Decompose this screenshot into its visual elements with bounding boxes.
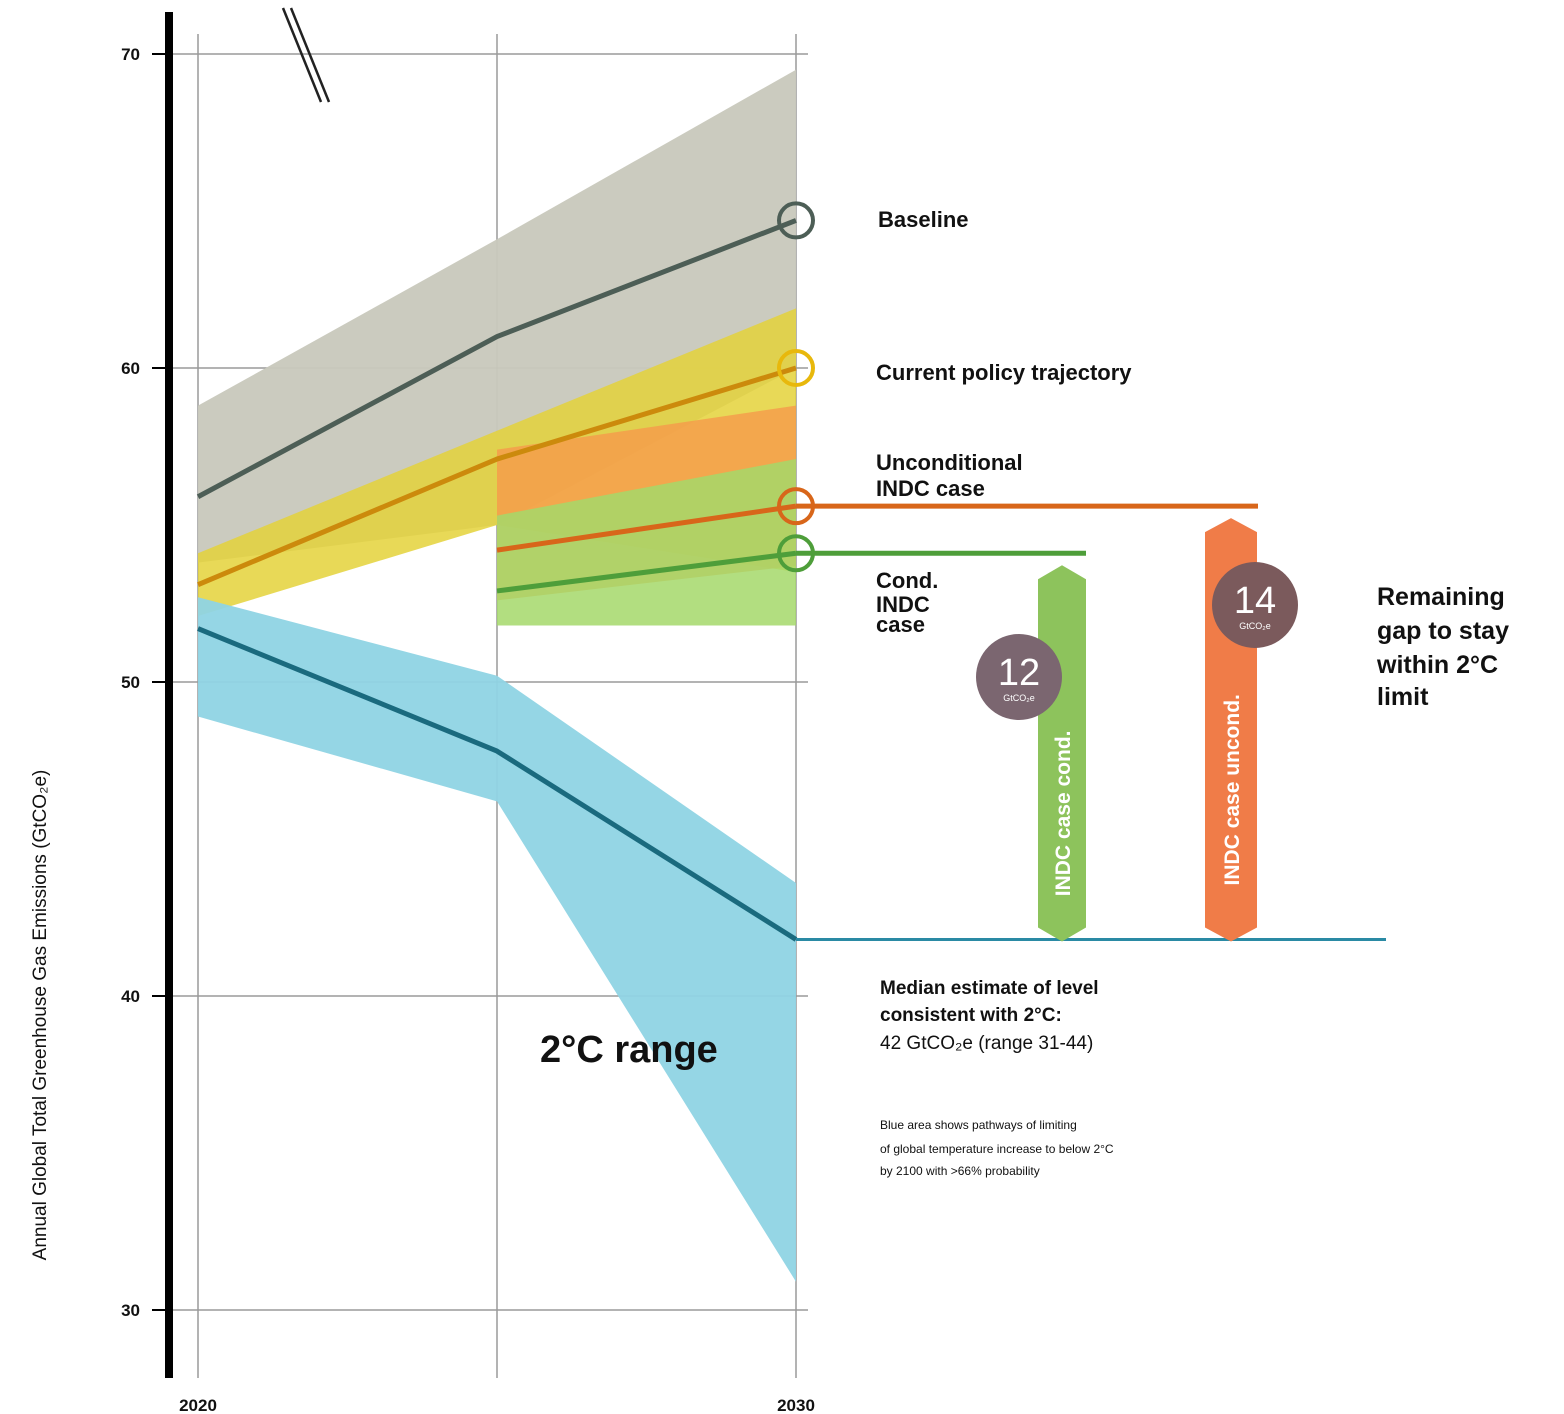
uncertainty-bands [198,69,796,1282]
label-gap-line3: within 2°C [1376,651,1498,679]
end-marker [777,534,815,573]
label-median-line2: consistent with 2°C: [880,1005,1062,1026]
axis-break-mark [281,7,323,103]
end-marker [777,487,815,526]
note-line3: by 2100 with >66% probability [880,1164,1040,1178]
gap-badge [1212,562,1298,648]
label-gap-line2: gap to stay [1377,617,1509,645]
end-marker [777,201,815,240]
label-gap-line1: Remaining [1377,583,1505,611]
label-baseline: Baseline [878,207,969,232]
label-cond-line1: Cond. [876,568,938,593]
line-baseline [196,218,797,499]
label-unconditional-line1: Unconditional [876,450,1023,475]
line-2-c-range [197,626,798,942]
label-cond-line2: INDC [876,592,930,617]
label-cond-line3: case [876,612,925,637]
y-tick-label: 40 [121,987,140,1006]
gap-badge [976,634,1062,720]
y-tick-label: 30 [121,1301,140,1320]
gap-badge-value: 12 [998,652,1040,694]
line-cond-indc-case [496,550,797,594]
end-marker [777,349,815,387]
gap-bar-label: INDC case uncond. [1221,694,1244,885]
axis-break-mark [289,7,331,103]
label-current-policy: Current policy trajectory [876,360,1132,385]
end-markers [777,201,815,573]
band-2-c-range [198,597,796,1282]
label-median-line3: 42 GtCO₂e (range 31-44) [880,1033,1093,1054]
note-line1: Blue area shows pathways of limiting [880,1118,1077,1132]
label-gap-line4: limit [1377,683,1429,711]
gap-badge-unit: GtCO₂e [1239,621,1271,631]
y-tick-label: 60 [121,359,140,378]
y-axis-label: Annual Global Total Greenhouse Gas Emiss… [30,770,51,1261]
gap-bar-label: INDC case cond. [1052,731,1075,897]
label-2c-range: 2°C range [540,1029,718,1071]
reference-lines [796,503,1386,941]
gap-badge-value: 14 [1234,580,1276,622]
note-line2: of global temperature increase to below … [880,1142,1114,1156]
axis-ticks: 30 40 50 60 70 2020 2030 [121,45,815,1414]
series-lines [196,218,798,942]
x-tick-label: 2030 [777,1396,815,1414]
y-tick-label: 50 [121,673,140,692]
line-unconditional-indc-case [496,503,797,553]
label-unconditional-line2: INDC case [876,476,985,501]
label-median-line1: Median estimate of level [880,978,1099,999]
line-current-policy-trajectory [197,365,797,587]
x-tick-label: 2020 [179,1396,217,1414]
gap-badge-unit: GtCO₂e [1003,693,1035,703]
y-tick-label: 70 [121,45,140,64]
